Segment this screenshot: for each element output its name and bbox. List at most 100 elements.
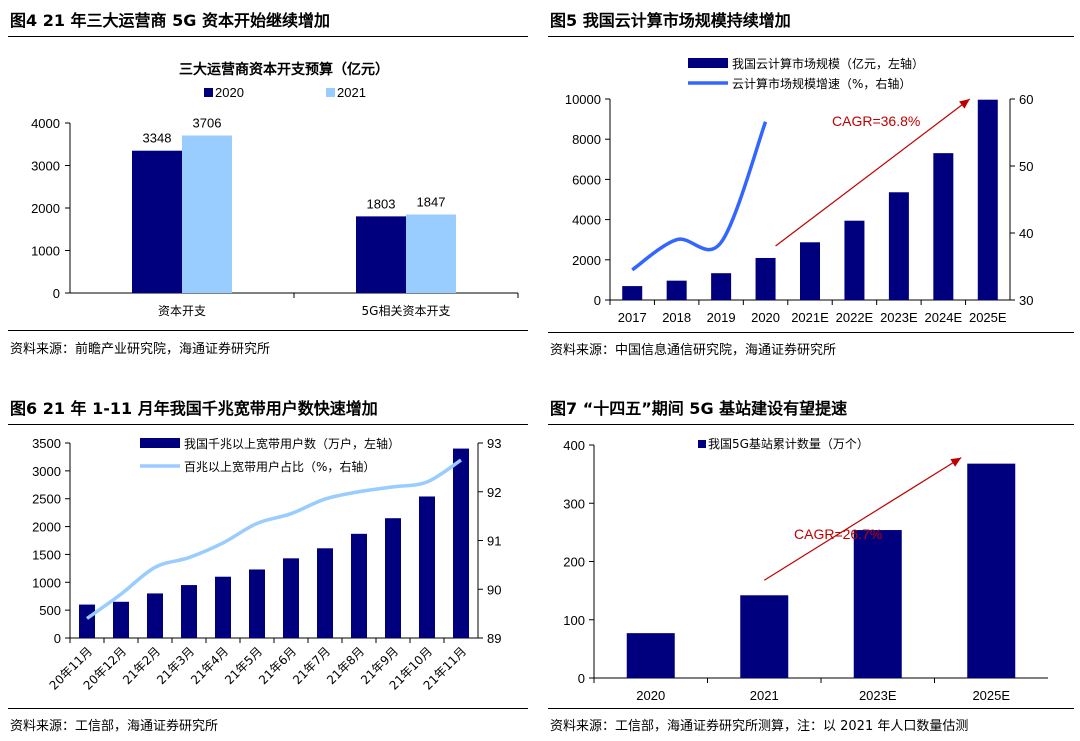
bar [317, 548, 333, 638]
bar [740, 595, 789, 678]
x-tick-label: 5G相关资本开支 [362, 304, 451, 318]
growth-line [631, 121, 768, 272]
bar [283, 558, 299, 638]
x-tick-label: 2024E [925, 310, 963, 325]
y-tick-label: 0 [53, 286, 60, 301]
bar [249, 569, 265, 638]
bar [181, 585, 197, 638]
y-tick-label-left: 2000 [32, 520, 61, 535]
cloud-market-chart: 我国云计算市场规模（亿元，左轴） 云计算市场规模增速（%，右轴） 0 2000 4000… [565, 56, 1034, 325]
y-tick-label: 100 [563, 613, 585, 628]
bar [933, 153, 954, 300]
legend-label: 2020 [215, 85, 244, 100]
figure-7-panel: 图7 “十四五”期间 5G 基站建设有望提速 我国5G基站累计数量（万个） 0 10… [548, 388, 1074, 740]
x-tick-label: 2021E [791, 310, 829, 325]
bar [853, 530, 902, 678]
5g-base-station-chart: 我国5G基站累计数量（万个） 0 100 200 300 400 2020 2021 2023E… [563, 436, 1048, 703]
bar [406, 214, 456, 293]
figure-header: 图6 21 年 1-11 月年我国千兆宽带用户数快速增加 [8, 388, 528, 425]
y-tick-label-left: 500 [39, 603, 61, 618]
figure-header: 图5 我国云计算市场规模持续增加 [548, 0, 1074, 37]
gigabit-broadband-chart: 我国千兆以上宽带用户数（万户，左轴） 百兆以上宽带用户占比（%，右轴） 0 500 10… [32, 436, 501, 693]
bar [419, 496, 435, 638]
legend-swatch [204, 88, 213, 97]
figure-source: 资料来源：工信部，海通证券研究所 [10, 719, 219, 734]
cagr-arrow [763, 457, 962, 581]
legend-label: 2021 [337, 85, 366, 100]
bar [888, 192, 909, 300]
bar [182, 135, 232, 293]
bar [967, 463, 1016, 678]
data-label: 3706 [193, 115, 222, 130]
y-tick-label-left: 2500 [32, 492, 61, 507]
y-tick-label-left: 4000 [572, 213, 601, 228]
bar [800, 242, 820, 300]
y-tick-label-right: 40 [1019, 226, 1033, 241]
y-tick-label-left: 2000 [572, 253, 601, 268]
x-tick-label: 2020 [751, 310, 780, 325]
data-label: 3348 [143, 131, 172, 146]
figure-header: 图7 “十四五”期间 5G 基站建设有望提速 [548, 388, 1074, 425]
cagr-annotation: CAGR=36.8% [832, 113, 920, 129]
x-tick-label: 2025E [972, 688, 1010, 703]
x-tick-label: 2023E [859, 688, 897, 703]
y-tick-label-left: 3500 [32, 436, 61, 451]
y-tick-label: 200 [563, 555, 585, 570]
y-tick-label-right: 60 [1019, 92, 1033, 107]
figure-6-panel: 图6 21 年 1-11 月年我国千兆宽带用户数快速增加 我国千兆以上宽带用户数… [8, 388, 528, 740]
cagr-annotation: CAGR=26.7% [794, 526, 882, 542]
x-tick-label: 资本开支 [158, 304, 206, 318]
figure-title: 图6 21 年 1-11 月年我国千兆宽带用户数快速增加 [10, 399, 378, 418]
figure-5-panel: 图5 我国云计算市场规模持续增加 我国云计算市场规模（亿元，左轴） 云计算市场规模… [548, 0, 1074, 370]
y-tick-label-left: 0 [594, 293, 601, 308]
bar [666, 280, 687, 300]
legend-label: 我国5G基站累计数量（万个） [708, 436, 869, 451]
bar [132, 150, 182, 293]
x-tick-label: 2018 [662, 310, 691, 325]
y-tick-label-left: 0 [54, 631, 61, 646]
bar [755, 257, 776, 300]
bar [977, 99, 998, 301]
figure-source: 资料来源：中国信息通信研究院，海通证券研究所 [550, 343, 837, 358]
bar [356, 216, 406, 293]
y-tick-label-left: 10000 [565, 92, 601, 107]
bar [215, 576, 231, 638]
cagr-arrow [775, 98, 971, 247]
x-tick-label: 2021 [750, 688, 779, 703]
legend-label: 百兆以上宽带用户占比（%，右轴） [184, 459, 375, 474]
y-tick-label-right: 93 [487, 436, 501, 451]
bar [113, 601, 129, 638]
bar [385, 518, 401, 638]
figure-source: 资料来源：前瞻产业研究院，海通证券研究所 [10, 342, 271, 357]
figure-title: 图7 “十四五”期间 5G 基站建设有望提速 [550, 399, 848, 418]
chart-title: 三大运营商资本开支预算（亿元） [179, 61, 389, 78]
bar [351, 533, 367, 638]
y-tick-label: 300 [563, 496, 585, 511]
bar [622, 286, 643, 300]
legend-label: 我国千兆以上宽带用户数（万户，左轴） [184, 436, 400, 451]
y-tick-label-left: 8000 [572, 132, 601, 147]
y-tick-label-left: 1000 [32, 575, 61, 590]
bar [626, 633, 675, 678]
legend-swatch [698, 440, 706, 448]
y-tick-label: 1000 [31, 244, 60, 259]
bar [453, 448, 469, 638]
figure-header: 图4 21 年三大运营商 5G 资本开始继续增加 [8, 0, 528, 37]
figure-title: 图4 21 年三大运营商 5G 资本开始继续增加 [10, 11, 330, 30]
bar [711, 273, 732, 300]
x-tick-label: 2019 [707, 310, 736, 325]
legend-label: 我国云计算市场规模（亿元，左轴） [732, 56, 924, 71]
y-tick-label-right: 30 [1019, 293, 1033, 308]
figure-title: 图5 我国云计算市场规模持续增加 [550, 11, 791, 30]
y-tick-label-left: 1500 [32, 547, 61, 562]
figure-source: 资料来源：工信部，海通证券研究所测算，注：以 2021 年人口数量估测 [550, 719, 969, 734]
legend-swatch [140, 438, 180, 448]
x-tick-label: 2025E [969, 310, 1007, 325]
y-tick-label: 4000 [31, 116, 60, 131]
data-label: 1847 [417, 195, 446, 210]
data-label: 1803 [367, 196, 396, 211]
y-tick-label: 3000 [31, 159, 60, 174]
y-tick-label-right: 50 [1019, 159, 1033, 174]
x-tick-label: 2023E [880, 310, 918, 325]
bar [844, 220, 865, 300]
